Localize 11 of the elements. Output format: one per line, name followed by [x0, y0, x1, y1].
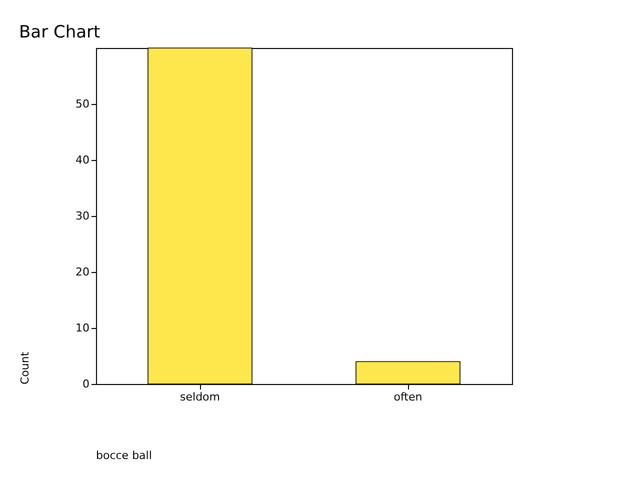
y-axis-title: Count [18, 351, 32, 384]
y-tick-label: 20 [76, 266, 90, 278]
y-tick-label: 10 [76, 322, 90, 334]
y-tick-label: 30 [76, 210, 90, 222]
text: bocce ball [96, 449, 152, 462]
y-tick-label: 0 [82, 378, 90, 390]
chart-title: Bar Chart [19, 22, 101, 43]
y-tick-label: 50 [76, 98, 90, 110]
x-tick-label: often [394, 390, 422, 404]
y-tick-label: 40 [76, 154, 90, 166]
x-tick-label: seldom [180, 390, 220, 404]
